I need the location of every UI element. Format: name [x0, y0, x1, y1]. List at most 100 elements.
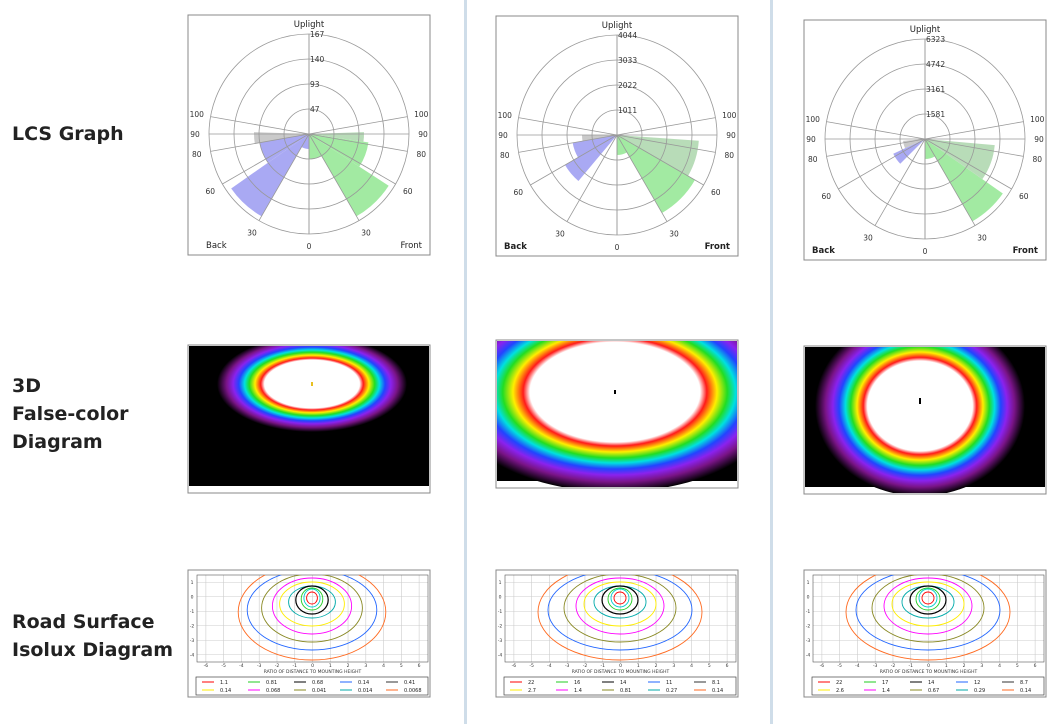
lcs-wedge	[253, 132, 309, 144]
row-label: Road Surface	[12, 611, 155, 633]
lcs-spoke	[530, 134, 618, 186]
isolux-contour	[871, 575, 985, 643]
isolux-legend-value: 0.14	[358, 680, 369, 686]
isolux-x-tick: -6	[204, 663, 209, 669]
isolux-legend-value: 12	[974, 680, 980, 686]
lcs-spoke	[308, 133, 396, 185]
isolux-y-tick: -4	[498, 652, 503, 658]
lcs-ring-label: 140	[310, 55, 325, 64]
lcs-spoke	[616, 134, 668, 222]
lcs-angle-label: 90	[498, 131, 508, 140]
lcs-ring-label: 4742	[926, 60, 945, 69]
lcs-spoke	[210, 116, 310, 135]
isolux-x-tick: -2	[891, 663, 896, 669]
isolux-legend-value: 0.68	[312, 680, 323, 686]
isolux-x-tick: -2	[583, 663, 588, 669]
lcs-front-label: Front	[705, 242, 730, 252]
isolux-y-tick: -1	[498, 609, 503, 615]
lcs-spoke	[924, 138, 976, 226]
isolux-y-tick: -2	[498, 623, 503, 629]
isolux-contour	[607, 587, 633, 611]
isolux-y-tick: 0	[807, 594, 810, 600]
isolux-contour	[883, 577, 973, 635]
lcs-wedge	[309, 134, 389, 217]
lcs-wedge	[565, 135, 617, 181]
lcs-back-label: Back	[206, 241, 227, 251]
lcs-top-label: Uplight	[602, 21, 633, 31]
isolux-legend-value: 0.67	[928, 688, 939, 694]
isolux-x-tick: 2	[655, 663, 658, 669]
isolux-x-tick: 1	[637, 663, 640, 669]
isolux-x-tick: 6	[726, 663, 729, 669]
isolux-x-tick: -5	[221, 663, 226, 669]
isolux-x-tick: 0	[927, 663, 930, 669]
column-separator	[464, 0, 467, 724]
isolux-contour	[855, 575, 1001, 651]
isolux-y-tick: -4	[190, 652, 195, 658]
isolux-contour	[583, 581, 657, 627]
isolux-x-tick: -4	[547, 663, 552, 669]
lcs-angle-label: 100	[190, 110, 205, 119]
lcs-wedge	[903, 139, 925, 149]
isolux-legend-value: 2.7	[528, 688, 536, 694]
isolux-y-tick: -3	[806, 638, 811, 644]
isolux-y-tick: -2	[806, 623, 811, 629]
isolux-plot-border	[504, 574, 737, 663]
isolux-x-tick: 0	[619, 663, 622, 669]
row-label: 3D	[12, 375, 41, 397]
lcs-angle-label: 80	[416, 150, 426, 159]
isolux-x-tick: -2	[275, 663, 280, 669]
isolux-legend-value: 14	[620, 680, 626, 686]
isolux-plot-border	[812, 574, 1045, 663]
row-label: Diagram	[12, 431, 103, 453]
isolux-legend-value: 1.4	[574, 688, 582, 694]
isolux-x-tick: -1	[292, 663, 297, 669]
lcs-angle-label: 100	[498, 111, 513, 120]
isolux-legend-value: 0.14	[1020, 688, 1031, 694]
lcs-angle-label: 30	[669, 230, 679, 239]
lcs-wedge	[925, 139, 1003, 222]
lcs-spoke	[210, 133, 310, 152]
isolux-contour	[537, 575, 703, 661]
isolux-contour	[601, 585, 639, 615]
isolux-x-tick: 4	[690, 663, 693, 669]
isolux-x-tick: 3	[672, 663, 675, 669]
isolux-x-tick: 4	[998, 663, 1001, 669]
isolux-y-tick: -2	[190, 623, 195, 629]
lcs-spoke	[616, 117, 716, 136]
isolux-legend-value: 0.14	[712, 688, 723, 694]
lcs-spoke	[258, 133, 310, 221]
isolux-legend-value: 0.81	[620, 688, 631, 694]
isolux-legend-value: 0.014	[358, 688, 372, 694]
row-label: Isolux Diagram	[12, 639, 173, 661]
isolux-contour	[295, 585, 329, 615]
isolux-plot-border	[196, 574, 429, 663]
isolux-y-tick: 1	[191, 580, 194, 586]
isolux-legend-value: 0.041	[312, 688, 326, 694]
lcs-angle-label: 90	[1034, 135, 1044, 144]
isolux-contour	[261, 575, 363, 643]
lcs-ring-label: 3161	[926, 85, 945, 94]
lcs-spoke	[308, 133, 408, 152]
isolux-legend-value: 0.41	[404, 680, 415, 686]
lcs-spoke	[616, 134, 704, 186]
isolux-legend-value: 0.81	[266, 680, 277, 686]
isolux-contour	[279, 581, 345, 627]
lcs-angle-label: 80	[1032, 155, 1042, 164]
isolux-contour	[921, 591, 935, 605]
lcs-angle-label: 0	[307, 242, 312, 251]
lcs-wedge	[893, 139, 925, 164]
lcs-angle-label: 90	[726, 131, 736, 140]
isolux-x-tick: 2	[963, 663, 966, 669]
isolux-contour	[547, 575, 693, 651]
lcs-angle-label: 30	[361, 229, 371, 238]
isolux-contour	[303, 588, 321, 608]
isolux-legend-value: 0.14	[220, 688, 231, 694]
isolux-legend-value: 11	[666, 680, 672, 686]
lcs-angle-label: 30	[247, 229, 257, 238]
isolux-legend-value: 8.7	[1020, 680, 1028, 686]
isolux-contour	[613, 591, 627, 605]
isolux-x-tick: 6	[418, 663, 421, 669]
isolux-contour	[271, 577, 353, 635]
